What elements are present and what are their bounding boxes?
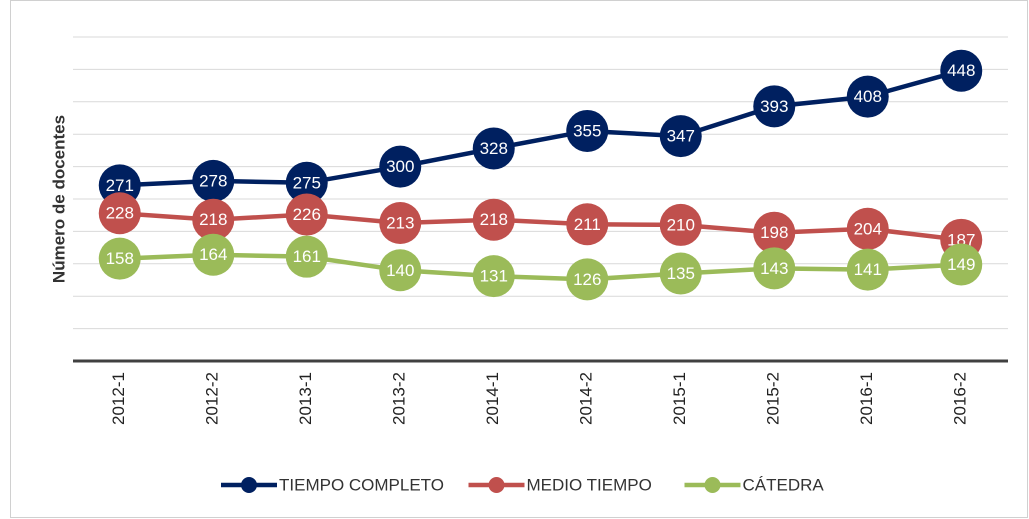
data-label: 210	[667, 215, 695, 234]
data-label: 275	[293, 173, 321, 192]
x-tick-label: 2016-2	[951, 372, 970, 425]
marker	[566, 258, 609, 301]
marker	[753, 211, 796, 254]
data-label: 204	[854, 219, 882, 238]
marker	[659, 115, 702, 158]
data-label: 408	[854, 87, 882, 106]
x-tick-label: 2013-2	[390, 372, 409, 425]
data-label: 328	[480, 139, 508, 158]
marker	[192, 159, 235, 202]
marker	[285, 235, 328, 278]
data-label: 135	[667, 264, 695, 283]
series-line	[119, 211, 962, 243]
data-label: 211	[574, 215, 601, 234]
marker	[98, 237, 141, 280]
marker	[846, 75, 889, 118]
x-tick-label: 2015-1	[670, 372, 689, 425]
marker	[472, 127, 515, 170]
data-label: 149	[947, 255, 975, 274]
marker	[379, 249, 422, 292]
marker	[98, 192, 141, 235]
legend-marker	[488, 477, 505, 493]
marker	[379, 201, 422, 244]
marker	[659, 252, 702, 295]
data-label: 226	[293, 205, 321, 224]
data-label: 271	[106, 176, 134, 195]
data-label: 164	[199, 245, 227, 264]
marker	[285, 161, 328, 204]
data-label: 300	[386, 157, 414, 176]
data-label: 158	[106, 249, 134, 268]
y-axis-label: Número de docentes	[49, 115, 68, 283]
x-tick-label: 2016-1	[857, 372, 876, 425]
data-label: 143	[760, 259, 788, 278]
x-tick-label: 2014-2	[577, 372, 596, 425]
x-tick-label: 2013-1	[296, 372, 315, 425]
x-tick-label: 2012-1	[109, 372, 128, 425]
marker	[659, 203, 702, 246]
data-label: 161	[293, 247, 321, 266]
marker	[846, 248, 889, 291]
legend-label: MEDIO TIEMPO	[527, 475, 652, 494]
data-label: 198	[760, 223, 788, 242]
marker	[472, 198, 515, 241]
data-label: 141	[854, 260, 882, 279]
marker	[192, 233, 235, 276]
data-label: 218	[480, 210, 508, 229]
data-label: 347	[667, 127, 695, 146]
data-label: 355	[573, 121, 601, 140]
data-label: 278	[199, 171, 227, 190]
data-label: 393	[760, 97, 788, 116]
legend-marker	[241, 477, 257, 493]
marker	[192, 198, 235, 241]
legend-marker	[704, 477, 721, 493]
marker	[846, 207, 889, 250]
data-label: 126	[573, 270, 601, 289]
series-line	[119, 68, 962, 188]
marker	[285, 193, 328, 236]
marker	[379, 145, 422, 188]
legend-label: CÁTEDRA	[743, 475, 825, 494]
x-tick-label: 2012-2	[203, 372, 222, 425]
marker	[753, 247, 796, 290]
data-label: 228	[106, 204, 134, 223]
data-label: 131	[480, 267, 508, 286]
x-tick-label: 2015-2	[764, 372, 783, 425]
marker	[940, 243, 983, 286]
x-tick-label: 2014-1	[483, 372, 502, 425]
data-label: 213	[386, 213, 414, 232]
marker	[566, 203, 609, 246]
data-label: 187	[947, 230, 975, 249]
marker	[753, 85, 796, 128]
marker	[940, 49, 983, 92]
data-label: 218	[199, 210, 227, 229]
series-line	[119, 252, 962, 282]
legend-label: TIEMPO COMPLETO	[279, 475, 444, 494]
marker	[566, 109, 609, 152]
data-label: 448	[947, 61, 975, 80]
marker	[472, 255, 515, 298]
data-label: 140	[386, 261, 414, 280]
